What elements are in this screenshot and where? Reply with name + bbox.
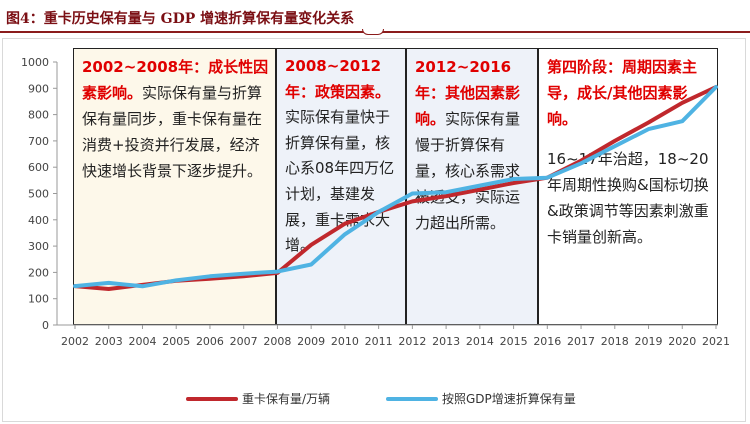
figure-title: 图4：重卡历史保有量与 GDP 增速折算保有量变化关系 bbox=[6, 11, 355, 27]
x-tick-label: 2002 bbox=[61, 335, 89, 348]
x-tick-label: 2021 bbox=[702, 335, 730, 348]
x-tick-label: 2005 bbox=[162, 335, 190, 348]
y-tick-label: 800 bbox=[28, 109, 49, 122]
x-tick-label: 2015 bbox=[500, 335, 528, 348]
x-tick-label: 2003 bbox=[95, 335, 123, 348]
figure-title-bar: 图4：重卡历史保有量与 GDP 增速折算保有量变化关系 bbox=[0, 0, 750, 35]
legend-label-1: 重卡保有量/万辆 bbox=[242, 392, 330, 406]
y-tick-label: 600 bbox=[28, 161, 49, 174]
legend: 重卡保有量/万辆 按照GDP增速折算保有量 bbox=[186, 391, 576, 406]
x-tick-label: 2004 bbox=[128, 335, 156, 348]
phase-1-text: 实际保有量与折算保有量同步，重卡保有量在消费+投资并行发展，经济快速增长背景下逐… bbox=[82, 84, 263, 180]
x-tick-label: 2006 bbox=[196, 335, 224, 348]
phase-4-text: 16~17年治超，18~20年周期性换购&国标切换&政策调节等因素刺激重卡销量创… bbox=[547, 150, 709, 246]
phase-4-heading: 第四阶段：周期因素主导，成长/其他因素影响。 bbox=[547, 58, 698, 128]
x-tick-label: 2014 bbox=[466, 335, 494, 348]
y-tick-label: 100 bbox=[28, 293, 49, 306]
phase-3-text: 实际保有量慢于折算保有量，核心系需求被透支，实际运力超出所需。 bbox=[415, 110, 521, 232]
x-tick-label: 2019 bbox=[635, 335, 663, 348]
x-tick-label: 2010 bbox=[331, 335, 359, 348]
x-tick-label: 2012 bbox=[398, 335, 426, 348]
y-tick-label: 900 bbox=[28, 82, 49, 95]
x-tick-label: 2009 bbox=[297, 335, 325, 348]
series-line-2 bbox=[73, 85, 718, 289]
x-tick-label: 2008 bbox=[263, 335, 291, 348]
chart-frame bbox=[2, 38, 746, 422]
phase-box-3: 2012~2016年：其他因素影响。实际保有量慢于折算保有量，核心系需求被透支，… bbox=[406, 48, 538, 325]
x-tick-label: 2018 bbox=[601, 335, 629, 348]
y-tick-label: 0 bbox=[42, 319, 49, 332]
phase-1-heading: 2002~2008年：成长性因素影响。 bbox=[82, 58, 269, 102]
x-tick-label: 2007 bbox=[230, 335, 258, 348]
y-tick-label: 400 bbox=[28, 214, 49, 227]
x-tick-label: 2013 bbox=[432, 335, 460, 348]
y-tick-label: 200 bbox=[28, 266, 49, 279]
x-tick-label: 2020 bbox=[668, 335, 696, 348]
phase-3-heading: 2012~2016年：其他因素影响。 bbox=[415, 58, 521, 128]
phase-2-heading: 2008~2012年：政策因素。 bbox=[285, 57, 391, 101]
axes: 0 100 200 300 400 500 600 700 800 900 1000 2002 2003… bbox=[21, 56, 730, 348]
y-tick-label: 300 bbox=[28, 240, 49, 253]
x-tick-label: 2011 bbox=[365, 335, 393, 348]
series-line-1 bbox=[73, 85, 718, 291]
series-lines bbox=[73, 85, 718, 291]
y-tick-label: 700 bbox=[28, 135, 49, 148]
legend-label-2: 按照GDP增速折算保有量 bbox=[442, 391, 576, 406]
y-tick-label: 500 bbox=[28, 188, 49, 201]
phase-box-4: 第四阶段：周期因素主导，成长/其他因素影响。 16~17年治超，18~20年周期性… bbox=[538, 48, 718, 325]
x-tick-label: 2016 bbox=[533, 335, 561, 348]
x-tick-label: 2017 bbox=[567, 335, 595, 348]
y-tick-label: 1000 bbox=[21, 56, 49, 69]
